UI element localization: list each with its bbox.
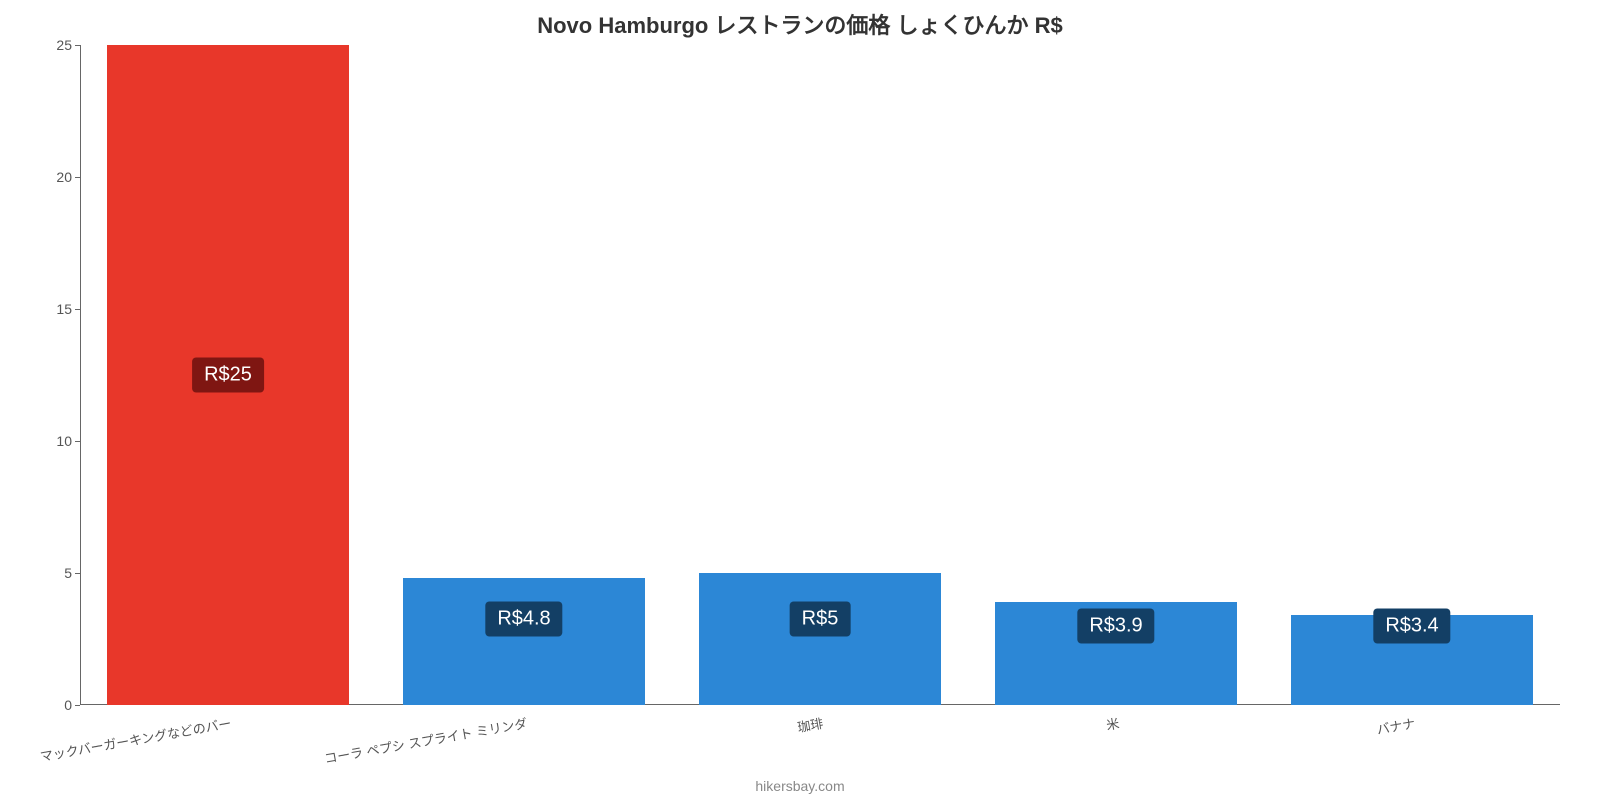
bar-value-label: R$5 bbox=[790, 602, 851, 637]
plot-area: 0510152025R$25マックバーガーキングなどのバーR$4.8コーラ ペプ… bbox=[80, 45, 1560, 705]
attribution-text: hikersbay.com bbox=[0, 778, 1600, 794]
bar-value-label: R$25 bbox=[192, 358, 264, 393]
y-tick-mark bbox=[75, 441, 80, 442]
x-tick-label: マックバーガーキングなどのバー bbox=[37, 705, 233, 765]
bar-value-label: R$3.9 bbox=[1077, 608, 1154, 643]
x-tick-label: 米 bbox=[1103, 705, 1121, 734]
bar bbox=[403, 578, 646, 705]
bar-value-label: R$4.8 bbox=[485, 602, 562, 637]
chart-title: Novo Hamburgo レストランの価格 しょくひんか R$ bbox=[0, 8, 1600, 40]
x-tick-label: バナナ bbox=[1374, 705, 1417, 738]
bar-value-label: R$3.4 bbox=[1373, 608, 1450, 643]
bar bbox=[699, 573, 942, 705]
y-tick-mark bbox=[75, 705, 80, 706]
y-tick-mark bbox=[75, 573, 80, 574]
x-tick-label: 珈琲 bbox=[794, 705, 824, 736]
y-tick-mark bbox=[75, 45, 80, 46]
y-tick-mark bbox=[75, 177, 80, 178]
price-bar-chart: Novo Hamburgo レストランの価格 しょくひんか R$ 0510152… bbox=[0, 0, 1600, 800]
y-axis-line bbox=[80, 45, 81, 705]
x-tick-label: コーラ ペプシ スプライト ミリンダ bbox=[321, 705, 528, 767]
y-tick-mark bbox=[75, 309, 80, 310]
